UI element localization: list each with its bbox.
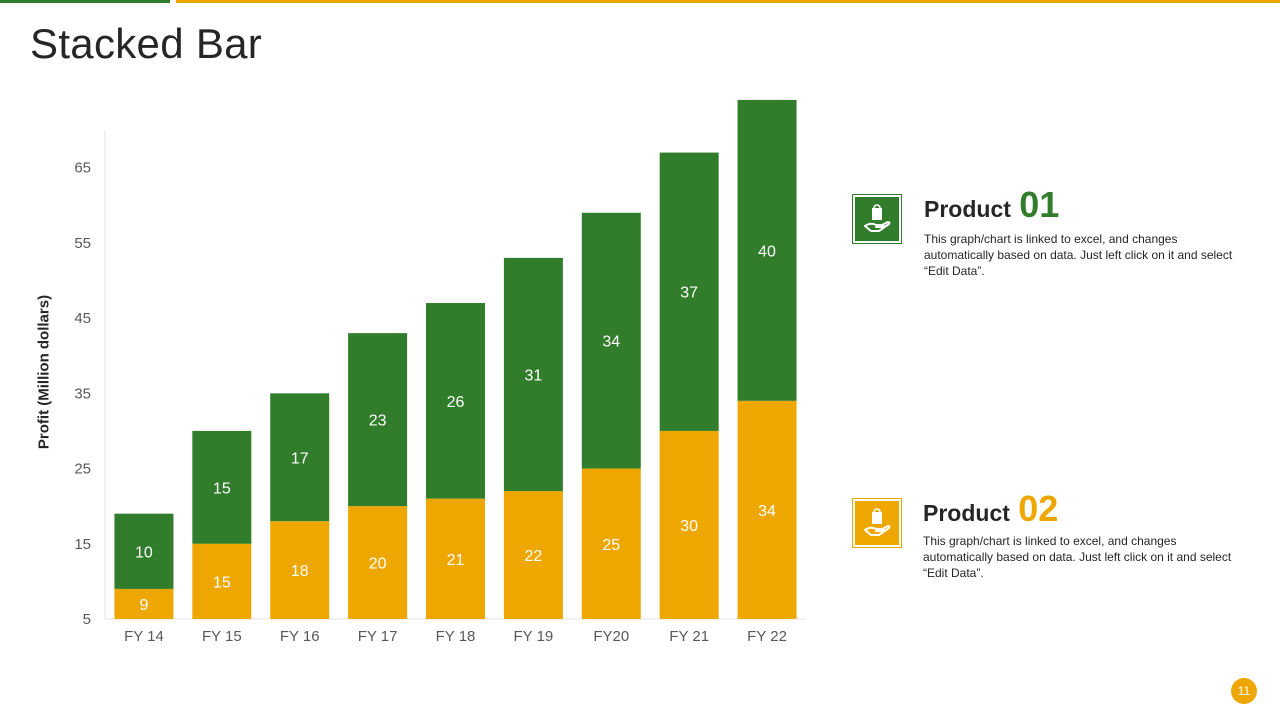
- product-01-icon: [852, 194, 902, 244]
- bar-segment-product-01: [426, 303, 485, 499]
- x-tick-label: FY 21: [669, 628, 709, 645]
- bar-segment-product-02: [503, 491, 563, 619]
- y-tick-label: 65: [74, 160, 91, 177]
- bar-segment-product-02: [270, 521, 330, 619]
- legend-label: Product: [924, 196, 1011, 222]
- bar-segment-product-01: [114, 513, 174, 589]
- bar-data-label: 30: [680, 518, 698, 535]
- bar-segment-product-01: [192, 430, 252, 544]
- bar-data-label: 26: [447, 394, 465, 411]
- product-02-icon: [852, 498, 902, 548]
- bar-data-label: 31: [524, 368, 542, 385]
- bar-data-label: 15: [213, 480, 231, 497]
- bar-data-label: 37: [680, 285, 698, 302]
- bar-segment-product-02: [348, 506, 408, 619]
- bar-data-label: 18: [291, 563, 309, 580]
- x-tick-label: FY 14: [124, 628, 164, 645]
- legend-number: 02: [1018, 488, 1059, 529]
- bar-data-label: 15: [213, 574, 231, 591]
- y-tick-label: 35: [74, 385, 91, 402]
- x-tick-label: FY 22: [747, 628, 787, 645]
- bar-segment-product-01: [503, 257, 563, 492]
- bar-data-label: 10: [135, 544, 153, 561]
- bar-data-label: 17: [291, 450, 309, 467]
- slide-title: Stacked Bar: [30, 20, 263, 67]
- bar-segment-product-01: [737, 99, 797, 401]
- bar-data-label: 34: [758, 503, 776, 520]
- bar-data-label: 22: [524, 548, 542, 565]
- bar-segment-product-01: [581, 212, 641, 469]
- y-tick-label: 25: [74, 461, 91, 478]
- bar-segment-product-01: [659, 152, 719, 431]
- hand-holding-bag-icon: [864, 204, 891, 232]
- bar-segment-product-02: [192, 543, 252, 619]
- bar-data-label: 9: [139, 597, 148, 614]
- bar-segment-product-01: [348, 333, 408, 507]
- y-tick-label: 55: [74, 235, 91, 252]
- legend-title-product-02: Product 02: [923, 488, 1058, 530]
- bar-data-label: 40: [758, 243, 776, 260]
- x-tick-label: FY20: [593, 628, 629, 645]
- bar-segment-product-02: [426, 498, 485, 619]
- bar-segment-product-02: [737, 400, 797, 619]
- bar-data-label: 23: [369, 413, 387, 430]
- bar-segment-product-02: [659, 430, 719, 619]
- top-accent-bar-green: [0, 0, 170, 3]
- hand-holding-bag-icon: [864, 508, 891, 536]
- y-axis-label: Profit (Million dollars): [35, 294, 53, 450]
- bar-segment-product-02: [114, 588, 174, 619]
- x-tick-label: FY 16: [280, 628, 320, 645]
- page-number-badge: 11: [1231, 678, 1257, 704]
- y-tick-label: 5: [83, 611, 91, 628]
- legend-title-product-01: Product 01: [924, 184, 1059, 226]
- legend-description-product-02: This graph/chart is linked to excel, and…: [923, 534, 1232, 580]
- bar-data-label: 21: [447, 552, 465, 569]
- x-tick-label: FY 15: [202, 628, 242, 645]
- x-tick-label: FY 18: [436, 628, 476, 645]
- y-tick-label: 15: [74, 536, 91, 553]
- legend-description-product-01: This graph/chart is linked to excel, and…: [924, 232, 1233, 278]
- bar-data-label: 25: [602, 537, 620, 554]
- legend-label: Product: [923, 500, 1010, 526]
- x-tick-label: FY 17: [358, 628, 398, 645]
- legend-number: 01: [1019, 184, 1060, 225]
- bar-data-label: 34: [602, 334, 620, 351]
- x-tick-label: FY 19: [514, 628, 554, 645]
- bar-data-label: 20: [369, 556, 387, 573]
- bar-segment-product-01: [270, 393, 330, 522]
- top-accent-bar-gold: [176, 0, 1280, 3]
- bar-segment-product-02: [581, 468, 641, 619]
- y-tick-label: 45: [74, 310, 91, 327]
